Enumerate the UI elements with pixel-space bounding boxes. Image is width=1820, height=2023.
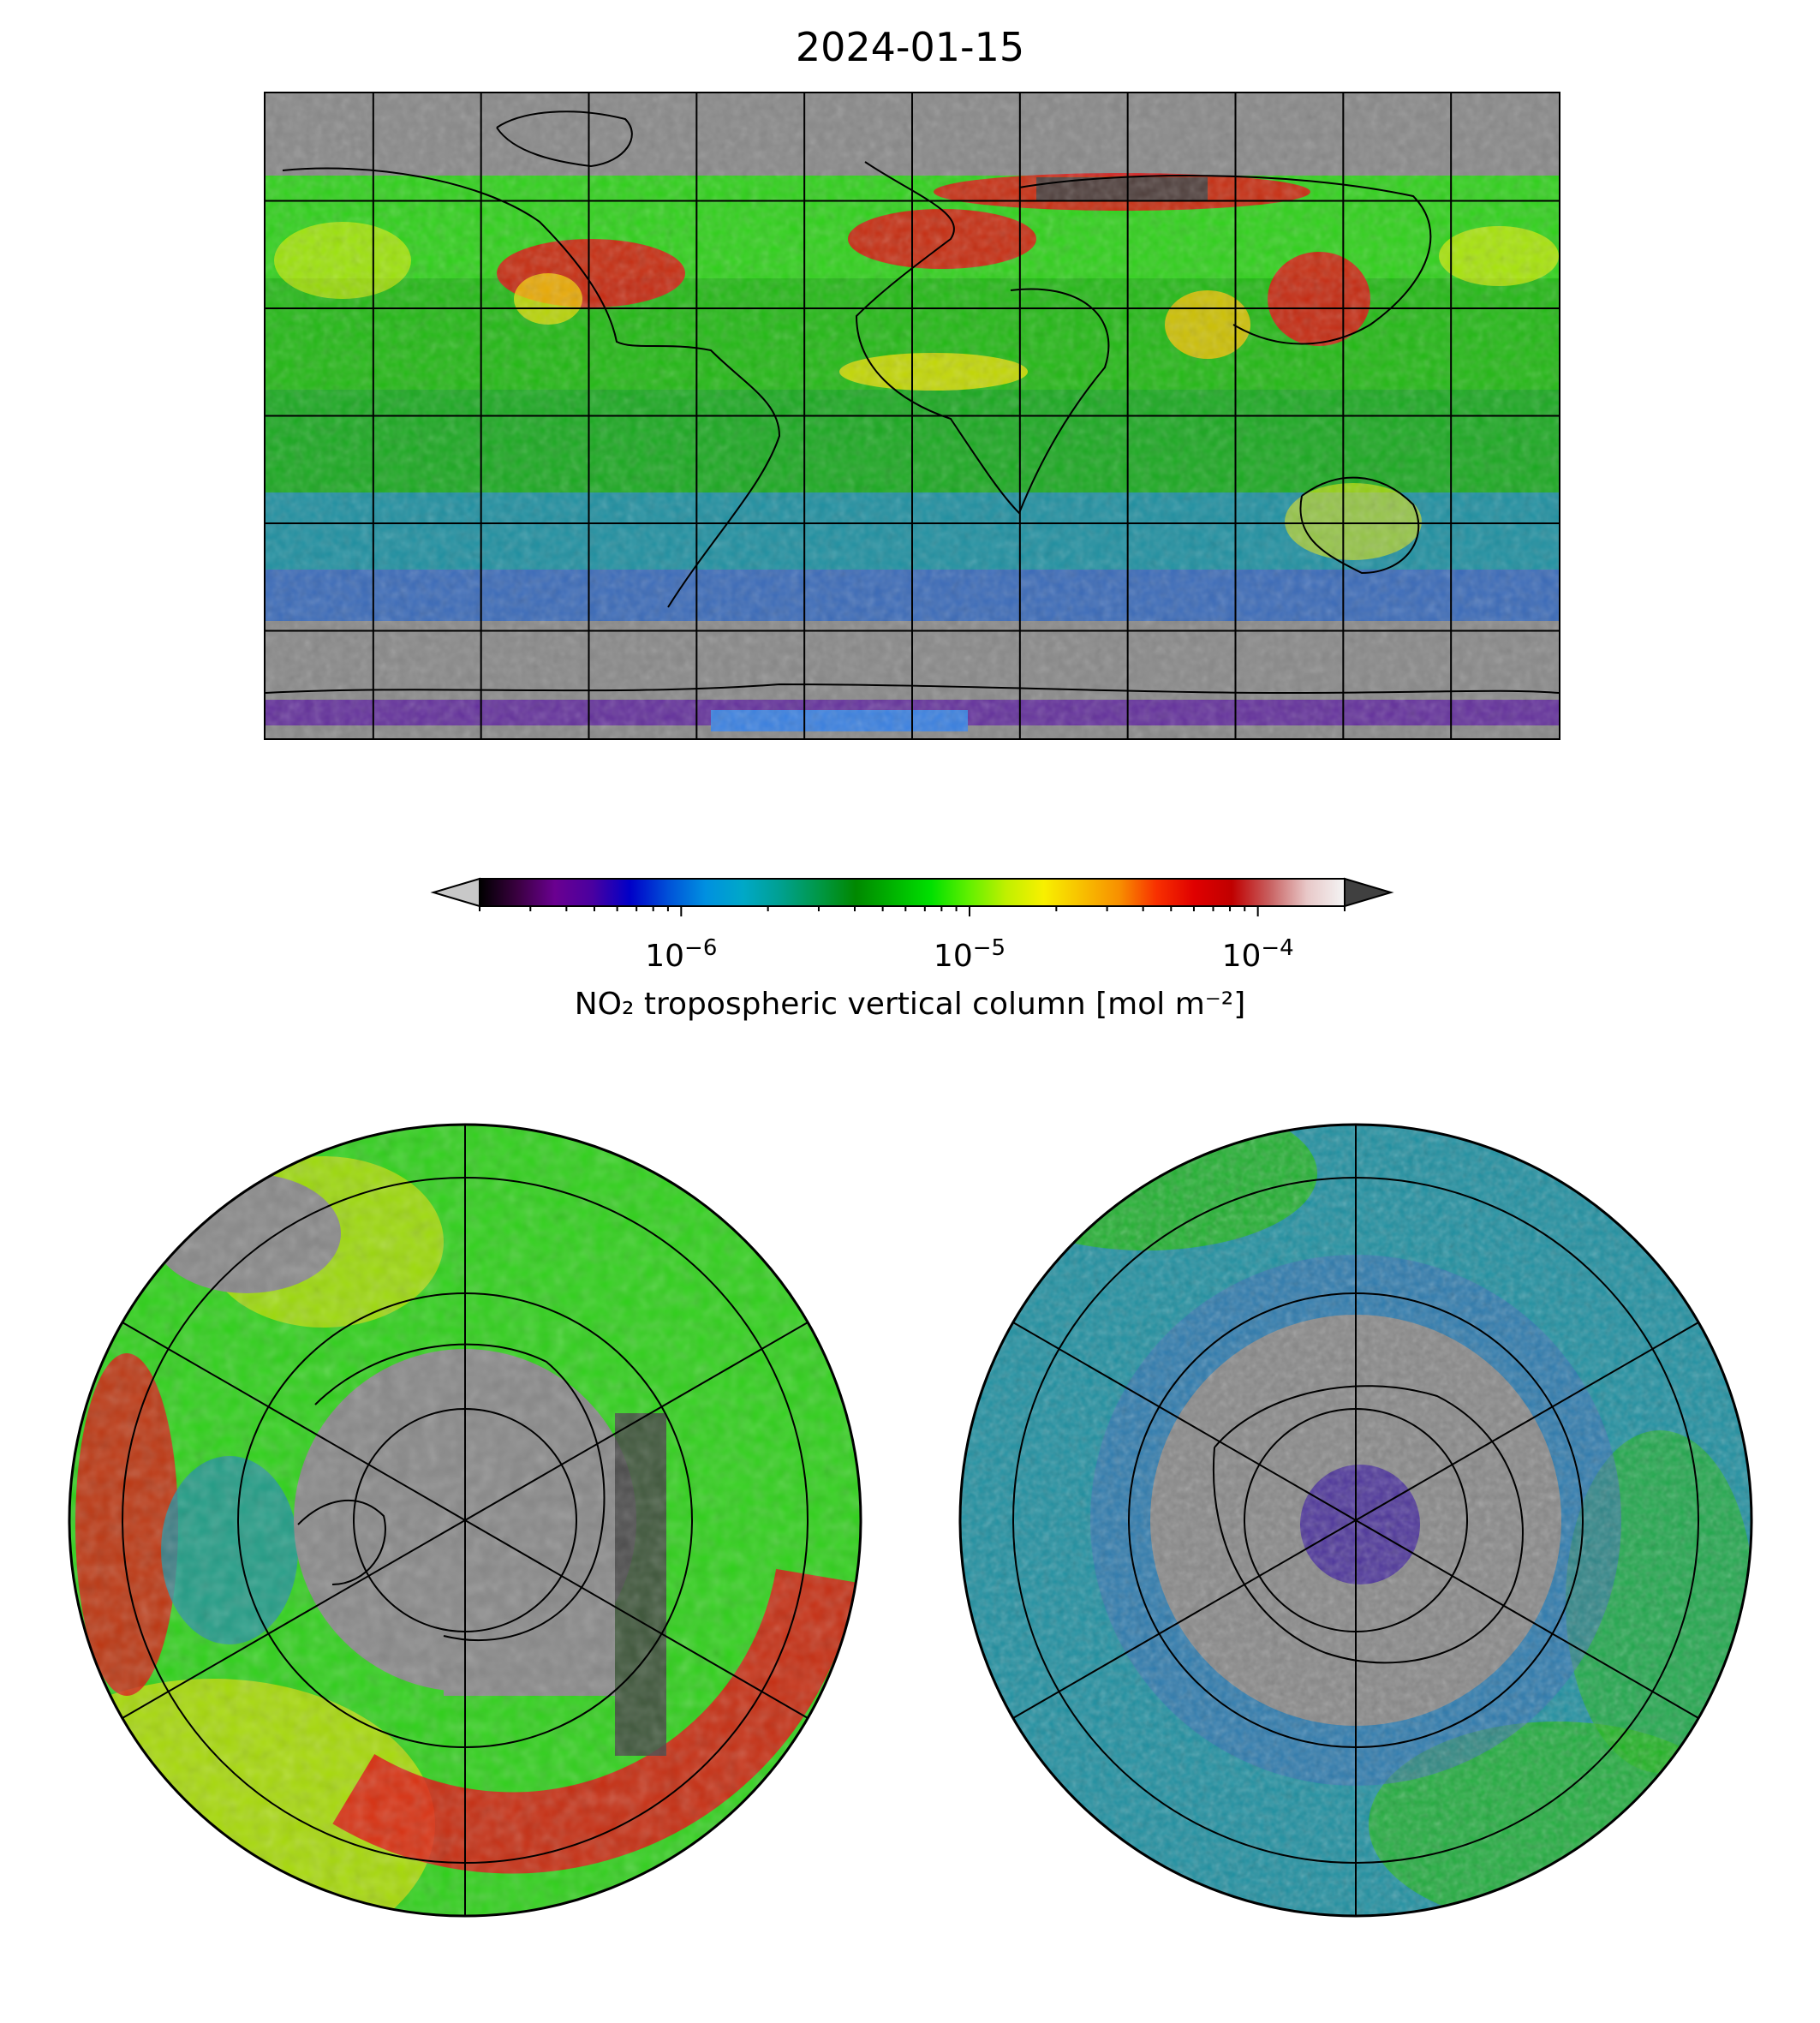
colorbar-label: NO₂ tropospheric vertical column [mol m⁻… xyxy=(574,987,1246,1022)
coastline-antarctica xyxy=(266,683,1559,695)
arctic-coastlines xyxy=(297,1343,606,1642)
colorbar-tick-label: 10−6 xyxy=(645,935,718,974)
antarctic-map xyxy=(958,1123,1753,1918)
arctic-graticule xyxy=(122,1125,809,1916)
arctic-map xyxy=(68,1123,862,1918)
coastlines xyxy=(266,110,1559,695)
meridian-line xyxy=(464,1519,809,1719)
coastline-africa-europe xyxy=(855,161,1110,515)
figure-title: 2024-01-15 xyxy=(795,24,1025,70)
colorbar-body xyxy=(479,878,1346,907)
colorbar-ticks xyxy=(479,906,1346,916)
meridian-line xyxy=(1012,1519,1357,1719)
meridian-line xyxy=(1355,1519,1699,1719)
colorbar-tick-label: 10−4 xyxy=(1221,935,1294,974)
colorbar xyxy=(430,877,1394,916)
arctic-coastline-2 xyxy=(297,1499,386,1585)
arctic-coastline-1 xyxy=(314,1343,606,1642)
meridian-line xyxy=(1355,1322,1699,1521)
meridian-line xyxy=(1012,1322,1357,1521)
meridian-line xyxy=(122,1519,466,1719)
antarctic-coastlines xyxy=(1212,1385,1524,1664)
antarctic-coastline xyxy=(1212,1385,1524,1664)
global-map-plot xyxy=(266,93,1559,738)
arctic-boundary xyxy=(68,1123,862,1918)
global-map xyxy=(264,92,1560,740)
antarctic-boundary xyxy=(958,1123,1753,1918)
graticule xyxy=(266,93,1559,738)
colorbar-tick-label: 10−5 xyxy=(933,935,1006,974)
colorbar-over-extension xyxy=(1344,877,1394,908)
colorbar-under-extension xyxy=(430,877,480,908)
meridian-line xyxy=(122,1322,466,1521)
coastline-asia xyxy=(1018,175,1432,345)
coastline-americas xyxy=(282,167,781,608)
antarctic-graticule xyxy=(1012,1125,1699,1916)
meridian-line xyxy=(464,1322,809,1521)
coastline-greenland xyxy=(496,110,633,168)
coastline-australia xyxy=(1299,476,1420,575)
